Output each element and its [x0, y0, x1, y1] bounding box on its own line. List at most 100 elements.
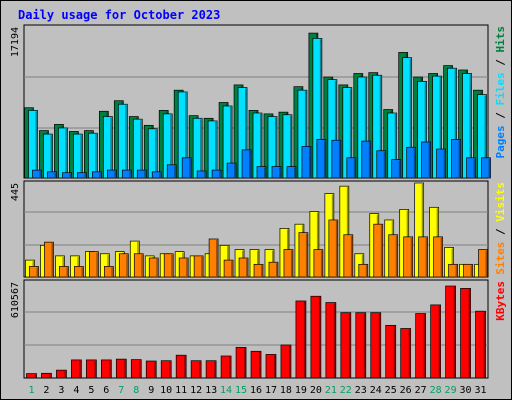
bar-shade — [425, 237, 428, 277]
x-tick-label-day-21: 21 — [325, 385, 337, 396]
bar-shade — [114, 171, 116, 178]
bar-sites-day-23 — [358, 263, 369, 278]
bar-sites-day-12 — [193, 255, 204, 278]
bar-shade — [99, 172, 101, 178]
x-tick-label-day-30: 30 — [460, 385, 472, 396]
bar-shade — [185, 92, 187, 178]
bar-sites-day-13 — [208, 238, 219, 278]
bar-shade — [334, 80, 337, 178]
bar-shade — [488, 158, 491, 178]
bar-shade — [348, 313, 351, 378]
bar-sites-day-29 — [448, 263, 458, 278]
bar-shade — [141, 254, 143, 277]
x-tick-label-day-3: 3 — [58, 385, 64, 396]
bar-shade — [304, 91, 307, 178]
x-tick-label-day-24: 24 — [370, 385, 382, 396]
bar-shade — [79, 360, 81, 378]
bar-shade — [154, 362, 156, 378]
series-pages — [32, 139, 491, 179]
bar-shade — [468, 289, 471, 378]
bar-shade — [219, 171, 221, 178]
bar-shade — [383, 151, 386, 178]
bar-shade — [171, 254, 173, 277]
bar-shade — [483, 312, 486, 378]
bar-shade — [140, 120, 142, 178]
bar-shade — [204, 171, 206, 178]
x-tick-label-day-10: 10 — [160, 385, 172, 396]
bar-shade — [199, 361, 201, 378]
bar-shade — [259, 352, 261, 378]
legend-entry-files: Files — [494, 72, 507, 105]
bar-sites-day-1 — [29, 266, 39, 278]
bar-sites-day-5 — [89, 251, 99, 278]
bar-shade — [257, 250, 259, 277]
bar-kbytes-day-8 — [130, 359, 142, 379]
bar-kbytes-day-31 — [475, 310, 486, 379]
bar-shade — [458, 140, 461, 178]
bar-shade — [320, 250, 323, 277]
x-tick-label-day-27: 27 — [415, 385, 427, 396]
bar-pages-day-4 — [77, 172, 87, 179]
chart-title: Daily usage for October 2023 — [18, 8, 220, 22]
bar-sites-day-8 — [133, 253, 144, 278]
bar-shade — [273, 355, 276, 378]
bar-shade — [126, 254, 128, 277]
bar-kbytes-day-26 — [400, 328, 412, 379]
bar-shade — [124, 360, 126, 378]
bar-shade — [394, 114, 397, 178]
bar-shade — [346, 187, 349, 277]
bar-shade — [261, 265, 263, 277]
bar-shade — [215, 121, 217, 178]
bar-shade — [303, 301, 306, 378]
bar-shade — [453, 287, 456, 378]
bar-shade — [288, 345, 291, 378]
bar-shade — [170, 114, 172, 178]
y-max-label: 17194 — [10, 27, 21, 57]
bar-pages-day-23 — [361, 140, 372, 179]
x-tick-label-day-7: 7 — [118, 385, 124, 396]
bar-shade — [155, 129, 157, 178]
bar-shade — [49, 374, 51, 378]
legend-visits-sites: Sites / Visits — [494, 182, 507, 275]
bar-shade — [139, 360, 141, 378]
bar-sites-day-25 — [388, 234, 399, 278]
panel-visits-sites: 445 Sites / Visits — [10, 180, 507, 278]
x-tick-label-day-17: 17 — [265, 385, 277, 396]
bar-kbytes-day-29 — [445, 285, 456, 379]
bar-kbytes-day-20 — [310, 295, 322, 379]
panel-kbytes: 610567 KBytes — [10, 279, 507, 379]
x-tick-label-day-5: 5 — [88, 385, 94, 396]
bar-pages-day-16 — [256, 166, 267, 179]
bar-shade — [484, 95, 487, 178]
bar-kbytes-day-13 — [205, 360, 217, 379]
bar-shade — [95, 134, 97, 178]
legend-entry-hits: Hits — [494, 26, 507, 53]
bar-kbytes-day-15 — [235, 346, 247, 379]
bar-shade — [316, 212, 319, 277]
series-kbytes — [26, 285, 486, 379]
bar-sites-day-3 — [59, 266, 69, 278]
x-tick-label-day-19: 19 — [295, 385, 307, 396]
bar-shade — [186, 258, 188, 277]
bar-sites-day-28 — [433, 236, 443, 278]
bar-pages-day-26 — [406, 146, 417, 179]
bar-shade — [443, 150, 446, 178]
bar-pages-day-13 — [211, 169, 222, 179]
bar-shade — [290, 250, 293, 277]
bar-kbytes-day-16 — [250, 350, 262, 379]
bar-sites-day-21 — [328, 219, 339, 278]
bar-pages-day-19 — [301, 146, 312, 179]
bar-kbytes-day-6 — [100, 359, 112, 379]
bar-pages-day-22 — [346, 157, 357, 179]
bar-shade — [201, 256, 203, 277]
bar-shade — [230, 106, 232, 178]
bar-pages-day-10 — [166, 164, 177, 179]
bar-shade — [380, 225, 383, 277]
bar-shade — [35, 111, 37, 178]
bar-sites-day-22 — [343, 234, 354, 278]
bar-sites-day-14 — [223, 259, 234, 278]
bar-shade — [231, 261, 233, 277]
bar-shade — [424, 82, 427, 178]
x-tick-label-day-22: 22 — [340, 385, 352, 396]
bar-pages-day-5 — [92, 171, 102, 179]
